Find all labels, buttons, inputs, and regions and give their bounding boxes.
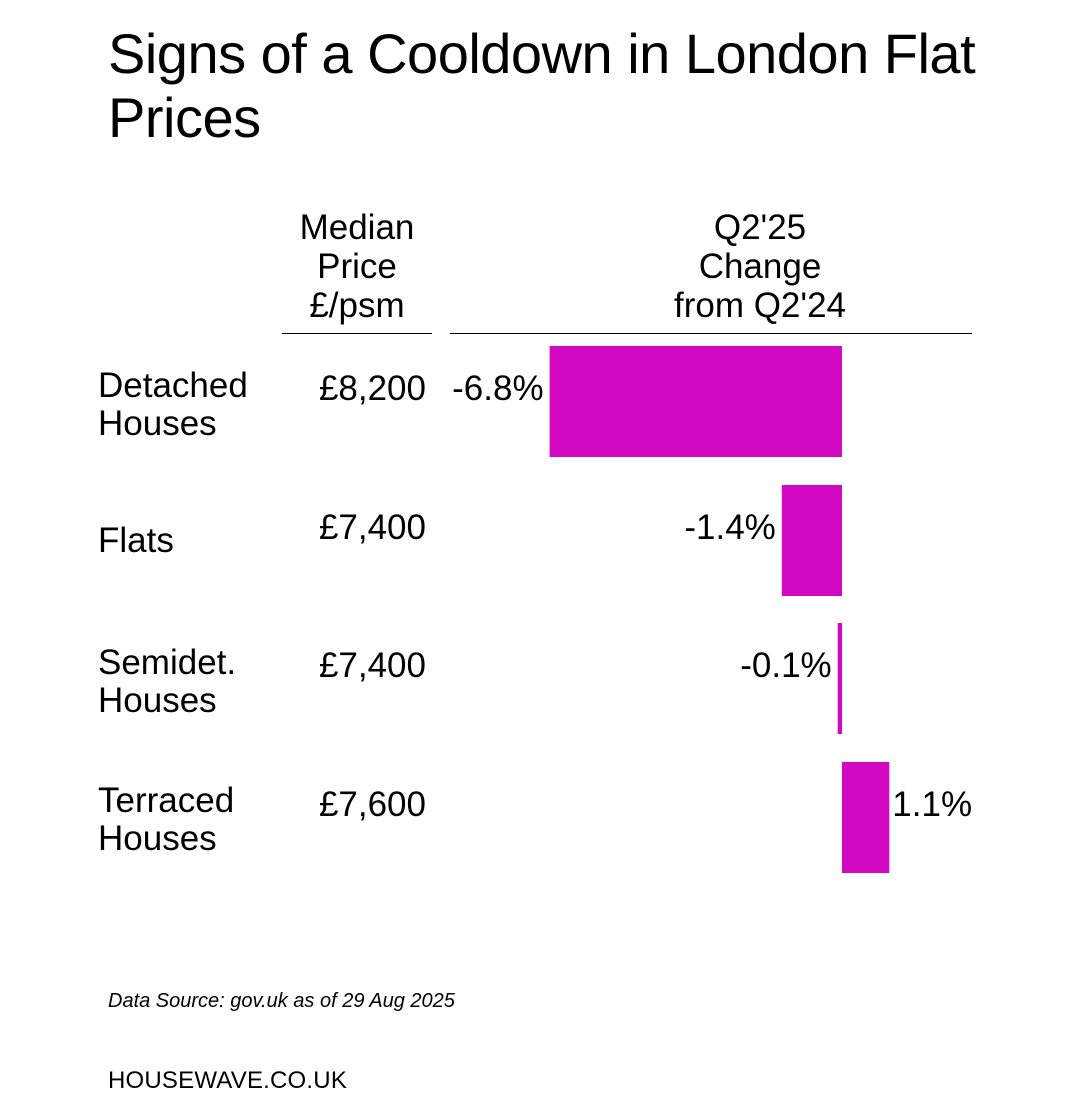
brand-footer: HOUSEWAVE.CO.UK [108,1067,348,1094]
change-bar [842,762,890,873]
change-header-rule [450,333,972,334]
row-label-detached-houses: Detached Houses [98,367,288,443]
change-bar [549,346,842,457]
change-header-line-2: Change [698,247,822,286]
change-header-line-1: Q2'25 [713,208,807,247]
change-data-label: -1.4% [684,508,775,547]
price-header-line-2: Price [317,247,397,286]
price-column-header: Median Price £/psm [282,208,432,325]
change-bar [837,623,842,734]
row-label-line: Houses [98,681,217,720]
row-label-line: Houses [98,404,217,443]
row-label-line: Flats [98,521,174,560]
change-data-label: 1.1% [892,785,972,824]
change-data-label: -6.8% [452,369,543,408]
chart-title: Signs of a Cooldown in London Flat Price… [108,22,976,149]
row-label-terraced-houses: Terraced Houses [98,782,288,858]
change-header-line-3: from Q2'24 [673,286,847,325]
row-label-flats: Flats [98,522,288,560]
change-bar [781,485,842,596]
row-label-line: Detached [98,366,248,405]
row-price-semidet-houses: £7,400 [318,646,426,685]
data-source-note: Data Source: gov.uk as of 29 Aug 2025 [108,990,455,1012]
price-header-rule [282,333,432,334]
change-data-label: -0.1% [740,646,831,685]
price-header-line-1: Median [299,208,415,247]
row-price-terraced-houses: £7,600 [318,785,426,824]
row-price-detached-houses: £8,200 [318,369,426,408]
row-price-flats: £7,400 [318,508,426,547]
row-label-line: Terraced [98,781,235,820]
row-label-line: Houses [98,819,217,858]
change-column-header: Q2'25 Change from Q2'24 [560,208,960,325]
price-header-line-3: £/psm [309,286,405,325]
row-label-semidet-houses: Semidet. Houses [98,644,288,720]
row-label-line: Semidet. [98,643,237,682]
